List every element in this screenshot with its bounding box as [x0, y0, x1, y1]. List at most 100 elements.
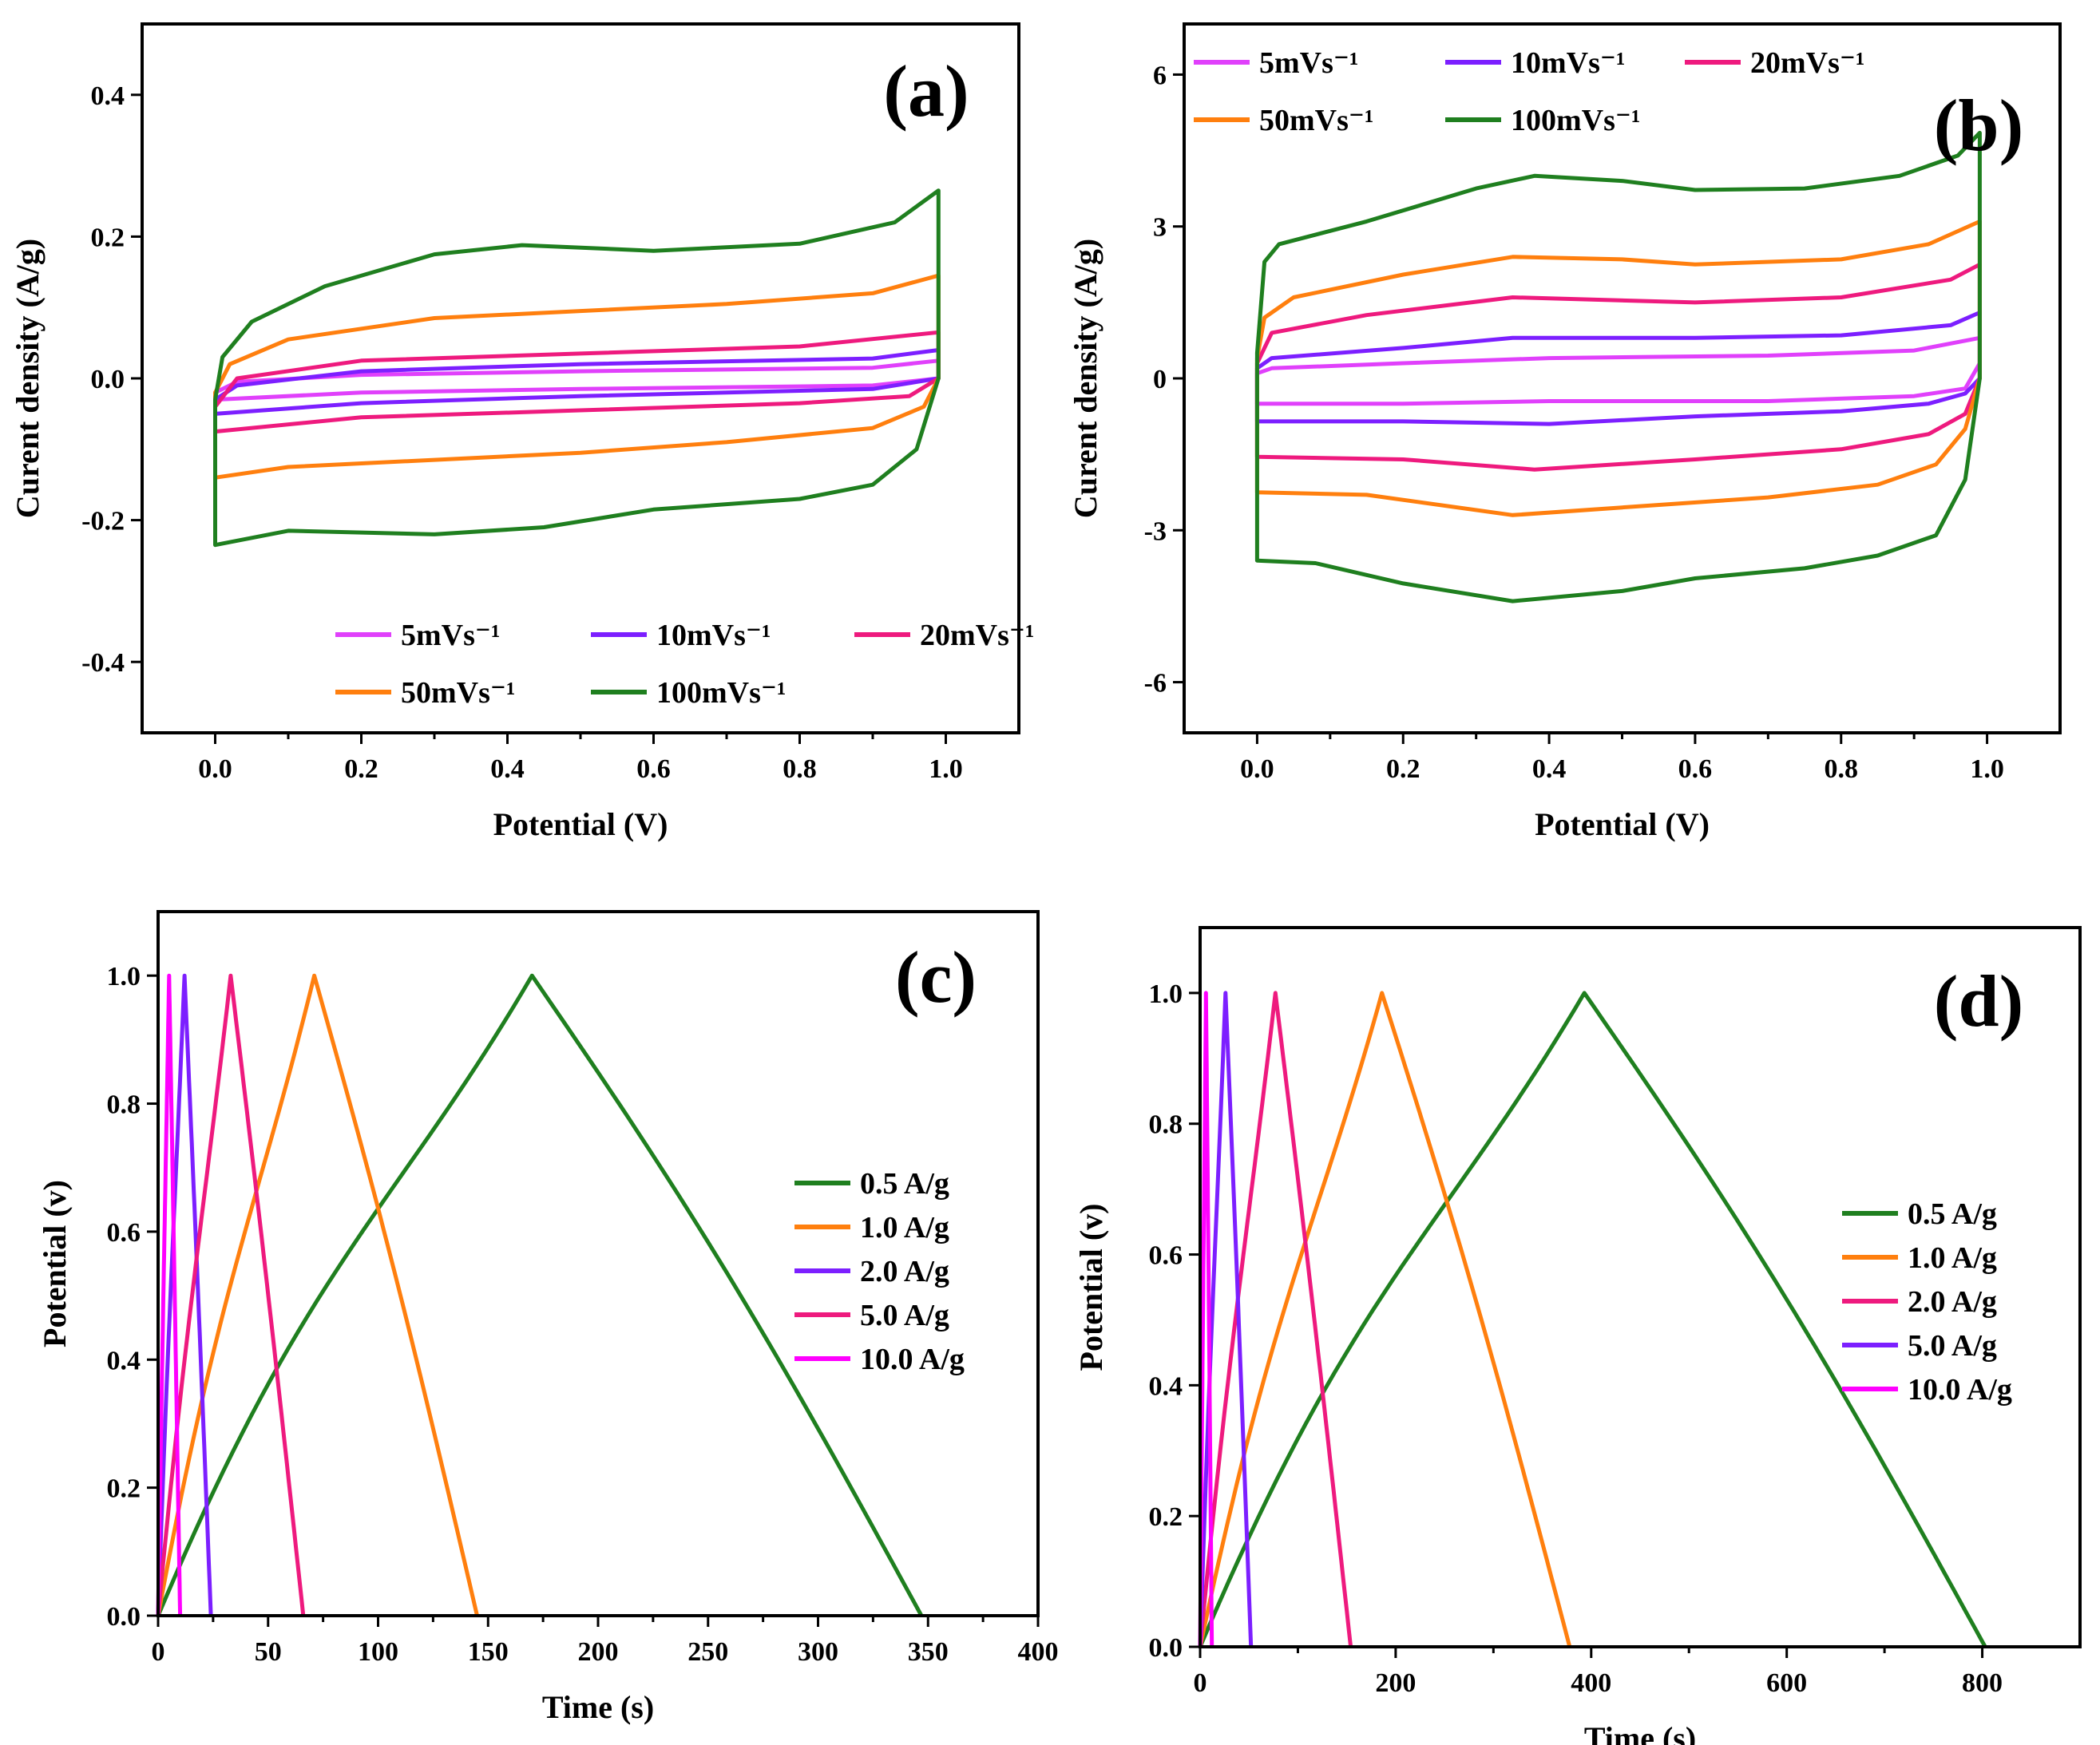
x-tick-label: 0.4: [1532, 754, 1567, 784]
y-tick-label: 0: [1153, 365, 1167, 394]
x-axis-label: Time (s): [1584, 1720, 1696, 1745]
x-axis-label: Time (s): [542, 1689, 654, 1725]
panel-d: 0 200 400 600 800 1.0 0.8 0.6 0.4 0.2 0.0 Time (s) P…: [1073, 926, 2082, 1745]
panel-label: (d): [1934, 960, 2023, 1042]
panel-label: (b): [1934, 85, 2023, 166]
legend-entry: 0.5 A/g: [860, 1167, 949, 1201]
panel-label: (a): [883, 50, 969, 132]
x-tick-label: 50: [255, 1637, 282, 1667]
legend-entry: 10mVs⁻¹: [1511, 46, 1625, 80]
x-tick-label: 0: [152, 1637, 165, 1667]
series-b-0: [1254, 335, 1982, 406]
y-tick-label: -0.2: [81, 507, 125, 536]
legend-entry: 2.0 A/g: [860, 1255, 949, 1288]
legend-entry: 1.0 A/g: [1908, 1241, 1997, 1275]
legend-entry: 10.0 A/g: [1908, 1373, 2012, 1407]
y-tick-label: 0.2: [107, 1474, 141, 1504]
y-axis-label: Curent density (A/g): [1068, 239, 1103, 518]
y-tick-label: 1.0: [107, 962, 141, 991]
x-tick-label: 0.0: [1240, 754, 1274, 784]
legend: 0.5 A/g 1.0 A/g 2.0 A/g 5.0 A/g 10.0 A/g: [794, 1167, 965, 1376]
series-a-4: [213, 188, 941, 548]
series-a-2: [213, 330, 941, 434]
series-c-0: [156, 973, 924, 1617]
series-b-1: [1254, 311, 1982, 426]
x-tick-label: 0.4: [490, 754, 525, 784]
y-tick-label: 0.4: [91, 81, 125, 111]
legend-entry: 5.0 A/g: [1908, 1329, 1997, 1363]
x-tick-label: 1.0: [929, 754, 963, 784]
legend-entry: 100mVs⁻¹: [656, 676, 786, 710]
series-c-2: [156, 973, 213, 1616]
y-tick-label: 0.0: [1149, 1633, 1183, 1663]
y-tick-label: 0.4: [107, 1346, 141, 1375]
legend-entry: 10mVs⁻¹: [656, 619, 771, 652]
legend-entry: 10.0 A/g: [860, 1343, 965, 1376]
series-d-4: [1198, 991, 1214, 1648]
x-tick-label: 0.2: [1386, 754, 1420, 784]
panel-a: 0.0 0.2 0.4 0.6 0.8 1.0 0.4 0.2 0.0 -0.2 -0.4 Poten…: [10, 22, 1034, 842]
x-tick-label: 0: [1194, 1668, 1207, 1698]
legend: 0.5 A/g 1.0 A/g 2.0 A/g 5.0 A/g 10.0 A/g: [1842, 1197, 2012, 1407]
x-tick-label: 0.6: [636, 754, 671, 784]
legend-entry: 50mVs⁻¹: [401, 676, 515, 710]
panel-c: 0 50 100 150 200 250 300 350 400 1.0 0.8 0.6 0.4 0.2 0…: [37, 910, 1059, 1725]
y-tick-label: 0.0: [107, 1602, 141, 1632]
panel-label: (c): [895, 936, 977, 1018]
series-b-3: [1254, 219, 1982, 517]
legend-entry: 100mVs⁻¹: [1511, 104, 1640, 137]
y-tick-label: -0.4: [81, 648, 125, 678]
x-tick-label: 0.6: [1678, 754, 1713, 784]
series-c-4: [156, 973, 183, 1616]
legend-entry: 5mVs⁻¹: [401, 619, 500, 652]
x-tick-label: 0.0: [198, 754, 232, 784]
y-axis-label: Curent density (A/g): [10, 239, 46, 518]
legend: 5mVs⁻¹ 10mVs⁻¹ 20mVs⁻¹ 50mVs⁻¹ 100mVs⁻¹: [335, 619, 1034, 710]
x-tick-label: 600: [1766, 1668, 1807, 1698]
series-b-4: [1254, 130, 1982, 603]
y-tick-label: 6: [1153, 61, 1167, 90]
x-tick-label: 0.8: [1825, 754, 1859, 784]
y-tick-label: 1.0: [1149, 979, 1183, 1009]
legend-entry: 50mVs⁻¹: [1259, 104, 1373, 137]
legend-entry: 2.0 A/g: [1908, 1285, 1997, 1319]
legend-entry: 20mVs⁻¹: [920, 619, 1034, 652]
plot-frame: [1199, 926, 2082, 1648]
y-tick-label: -6: [1144, 669, 1167, 698]
x-tick-label: 0.2: [344, 754, 378, 784]
series-d-0: [1198, 991, 1987, 1648]
x-tick-label: 400: [1571, 1668, 1611, 1698]
y-tick-label: 0.8: [1149, 1110, 1183, 1140]
x-tick-label: 1.0: [1970, 754, 2004, 784]
series-c-3: [156, 973, 306, 1616]
x-tick-label: 800: [1962, 1668, 2003, 1698]
series-a-1: [213, 348, 941, 416]
legend-entry: 0.5 A/g: [1908, 1197, 1997, 1231]
x-tick-label: 200: [1375, 1668, 1416, 1698]
y-tick-label: 0.4: [1149, 1371, 1183, 1401]
y-tick-label: 0.6: [1149, 1241, 1183, 1271]
y-tick-label: 0.2: [91, 223, 125, 252]
y-tick-label: -3: [1144, 516, 1167, 546]
y-tick-label: 0.8: [107, 1090, 141, 1120]
y-axis-label: Potential (v): [1073, 1204, 1109, 1371]
x-tick-label: 350: [908, 1637, 949, 1667]
panel-b: 0.0 0.2 0.4 0.6 0.8 1.0 6 3 0 -3 -6 Potential (V) Cu…: [1068, 22, 2062, 842]
series-c-1: [156, 973, 479, 1616]
x-tick-label: 250: [687, 1637, 728, 1667]
x-tick-label: 200: [578, 1637, 619, 1667]
x-tick-label: 300: [798, 1637, 838, 1667]
x-tick-label: 100: [358, 1637, 398, 1667]
y-tick-label: 0.2: [1149, 1502, 1183, 1532]
x-tick-label: 150: [468, 1637, 509, 1667]
x-axis-label: Potential (V): [1535, 806, 1710, 842]
y-tick-label: 0.0: [91, 365, 125, 394]
legend: 5mVs⁻¹ 10mVs⁻¹ 20mVs⁻¹ 50mVs⁻¹ 100mVs⁻¹: [1194, 46, 1864, 137]
y-tick-label: 3: [1153, 213, 1167, 243]
x-axis-label: Potential (V): [493, 806, 668, 842]
legend-entry: 1.0 A/g: [860, 1211, 949, 1244]
legend-entry: 5.0 A/g: [860, 1299, 949, 1332]
legend-entry: 20mVs⁻¹: [1750, 46, 1864, 80]
legend-entry: 5mVs⁻¹: [1259, 46, 1358, 80]
